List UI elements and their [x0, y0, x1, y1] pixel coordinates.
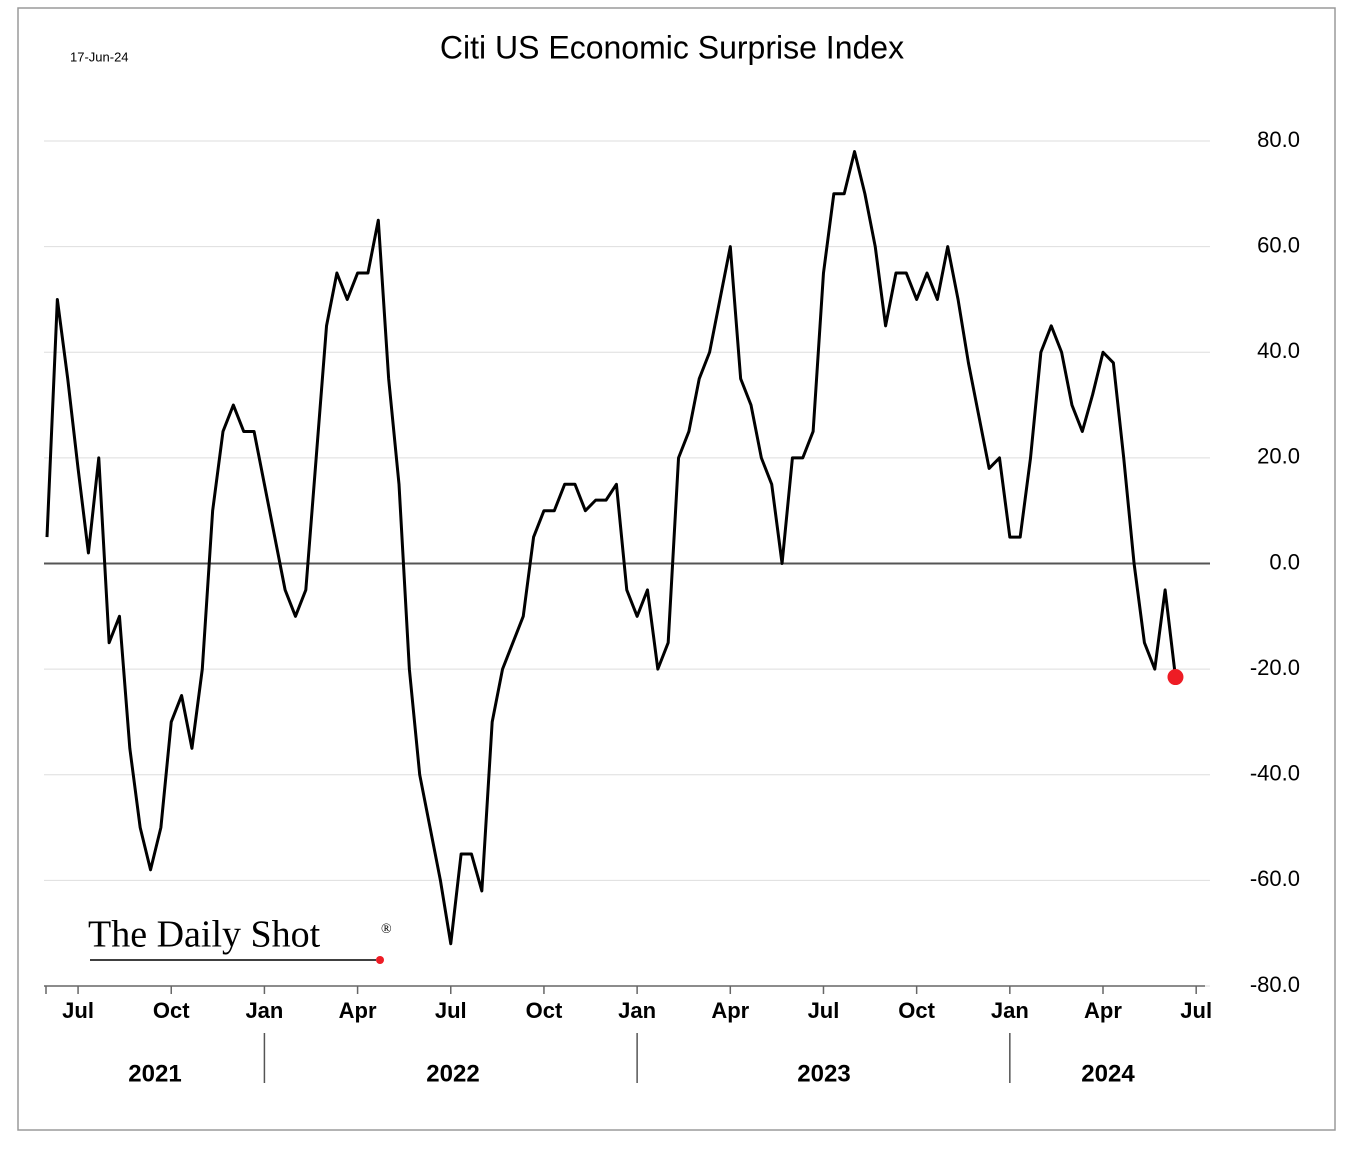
y-tick-label: -40.0 — [1250, 761, 1300, 786]
chart-title: Citi US Economic Surprise Index — [440, 29, 904, 65]
x-tick-label: Apr — [711, 998, 749, 1023]
year-label: 2024 — [1081, 1060, 1135, 1087]
last-point — [1167, 669, 1184, 686]
source-logo: The Daily Shot — [88, 914, 321, 956]
logo-dot — [376, 956, 384, 964]
x-tick-label: Jan — [618, 998, 656, 1023]
year-label: 2023 — [797, 1060, 850, 1087]
y-tick-label: 80.0 — [1257, 127, 1300, 152]
x-tick-label: Oct — [898, 998, 935, 1023]
x-tick-label: Jan — [245, 998, 283, 1023]
x-tick-label: Jul — [62, 998, 94, 1023]
y-tick-label: 60.0 — [1257, 232, 1300, 257]
y-tick-label: 0.0 — [1269, 549, 1300, 574]
x-tick-label: Oct — [153, 998, 190, 1023]
y-tick-label: -80.0 — [1250, 972, 1300, 997]
y-tick-label: 20.0 — [1257, 444, 1300, 469]
x-tick-label: Jan — [991, 998, 1029, 1023]
x-tick-label: Jul — [808, 998, 840, 1023]
year-label: 2022 — [426, 1060, 479, 1087]
source-mark: ® — [381, 922, 392, 937]
y-tick-label: -20.0 — [1250, 655, 1300, 680]
x-tick-label: Apr — [1084, 998, 1122, 1023]
y-tick-label: 40.0 — [1257, 338, 1300, 363]
date-label: 17-Jun-24 — [70, 49, 129, 64]
y-tick-label: -60.0 — [1250, 866, 1300, 891]
x-tick-label: Jul — [435, 998, 467, 1023]
x-tick-label: Apr — [339, 998, 377, 1023]
series-line — [45, 150, 1177, 946]
year-label: 2021 — [128, 1060, 181, 1087]
x-tick-label: Oct — [526, 998, 563, 1023]
x-tick-label: Jul — [1180, 998, 1212, 1023]
frame — [17, 7, 1336, 1131]
